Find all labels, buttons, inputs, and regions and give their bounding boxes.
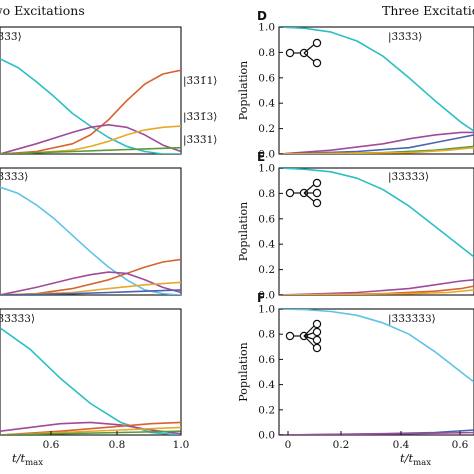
series-line (279, 431, 474, 435)
series-line (0, 289, 181, 295)
series-line (0, 124, 181, 154)
x-tick-label: 1.0 (173, 439, 190, 451)
x-tick-label: 0.2 (333, 439, 350, 451)
y-tick-label: 0.2 (258, 123, 275, 135)
series-line (0, 146, 181, 154)
series-line (0, 271, 181, 295)
plot-frame (0, 167, 182, 296)
y-tick-label: 0.8 (258, 188, 275, 200)
state-annotation: |3̄3̄3̄3⟩ (0, 171, 28, 184)
tree-node (312, 335, 322, 345)
state-annotation: |3̄3̄1̄1⟩ (183, 75, 217, 88)
series-line (0, 186, 181, 295)
panel-E: 0.0 0.2 0.4 0.6 0.8 1.0 Population E |3̄3̄3̄3̄3⟩ (237, 150, 474, 302)
y-tick-label: 0.2 (258, 404, 275, 416)
y-tick-label: 1.0 (258, 163, 275, 175)
state-annotation: |3̄3̄3̄3̄3⟩ (388, 171, 429, 184)
y-tick-label: 1.0 (258, 22, 275, 34)
y-axis-label: Population (237, 202, 250, 261)
tree-node (312, 178, 322, 188)
series-line (279, 131, 474, 154)
panel-F: 0.0 0.2 0.4 0.6 0.8 1.0 0 0.2 0.4 0.6 Population t/… (237, 291, 474, 468)
x-tick-label: 0 (285, 439, 292, 451)
state-annotation: |3̄3̄1̄3⟩ (183, 111, 217, 124)
y-axis-label: Population (237, 61, 250, 120)
plot-frame (278, 308, 474, 436)
x-tick-label: 0.6 (452, 439, 469, 451)
plot-frame (278, 167, 474, 296)
series-line (0, 421, 181, 435)
series-line (279, 279, 474, 295)
y-tick-label: 0.4 (258, 239, 275, 251)
tree-node (285, 48, 295, 58)
state-annotation: |3̄3̄3̄⟩ (0, 31, 22, 44)
panel-B: |3̄3̄3̄3⟩ (0, 167, 182, 296)
x-tick-label: 0.8 (109, 439, 126, 451)
panel-A: |3̄3̄3̄⟩ |3̄3̄1̄1⟩ |3̄3̄1̄3⟩ |3̄3̄3̄1⟩ (0, 26, 217, 155)
panel-label: F (257, 291, 265, 305)
tree-node (312, 198, 322, 208)
y-tick-label: 0.6 (258, 72, 275, 84)
y-tick-label: 0.2 (258, 264, 275, 276)
series-line (0, 421, 181, 435)
series-line (279, 289, 474, 295)
state-annotation: |3̄3̄3̄3̄3̄3⟩ (388, 313, 436, 326)
series-line (279, 146, 474, 154)
plot-frame (0, 308, 182, 436)
series-line (279, 27, 474, 132)
y-tick-label: 0.0 (258, 149, 275, 161)
series-line (279, 168, 474, 258)
series-line (0, 69, 181, 154)
tree-node (312, 188, 322, 198)
tree-node (312, 343, 322, 353)
left-title: Two Excitations (0, 3, 85, 18)
plot-frame (278, 26, 474, 155)
state-annotation: |3̄3̄3̄3̄3⟩ (0, 313, 35, 326)
tree-node (285, 188, 295, 198)
right-title: Three Excitations (382, 3, 474, 18)
tree-node (312, 58, 322, 68)
y-tick-label: 0.0 (258, 290, 275, 302)
tree-node (285, 331, 295, 341)
tree-node (312, 327, 322, 337)
y-tick-label: 0.4 (258, 98, 275, 110)
y-tick-label: 0.6 (258, 213, 275, 225)
x-axis-label: t/tmax (400, 451, 431, 468)
y-tick-label: 0.6 (258, 354, 275, 366)
panel-C: 0.6 0.8 1.0 t/tmax |3̄3̄3̄3̄3⟩ (0, 308, 190, 468)
tree-node (312, 38, 322, 48)
state-annotation: |3̄3̄3̄3⟩ (388, 31, 422, 44)
y-tick-label: 0.0 (258, 430, 275, 442)
panel-label: D (257, 9, 267, 23)
panel-D: 0.0 0.2 0.4 0.6 0.8 1.0 Population D |3̄3̄3̄3⟩ (237, 9, 474, 161)
x-tick-label: 0.4 (393, 439, 410, 451)
x-tick-label: 0.6 (43, 439, 60, 451)
y-tick-label: 0.4 (258, 379, 275, 391)
series-line (279, 134, 474, 154)
series-line (0, 58, 181, 154)
plot-frame (0, 26, 182, 155)
x-axis-label: t/tmax (12, 451, 43, 468)
y-tick-label: 1.0 (258, 304, 275, 316)
y-tick-label: 0.8 (258, 329, 275, 341)
state-annotation: |3̄3̄3̄1⟩ (183, 134, 217, 147)
series-line (0, 430, 181, 435)
series-line (0, 327, 181, 435)
series-line (279, 309, 474, 383)
y-axis-label: Population (237, 342, 250, 401)
panel-label: E (257, 150, 265, 164)
tree-node (312, 319, 322, 329)
y-tick-label: 0.8 (258, 47, 275, 59)
